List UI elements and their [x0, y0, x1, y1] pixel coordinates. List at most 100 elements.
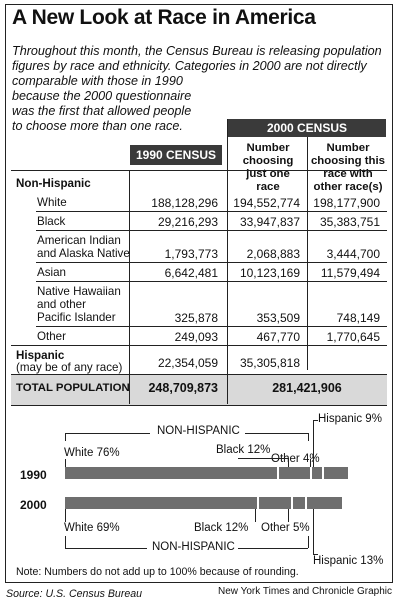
bar-segment-gap	[321, 467, 324, 479]
table-divider	[129, 374, 130, 404]
row-label-other: Other	[37, 330, 66, 343]
year-1990-label: 1990	[20, 468, 47, 482]
label-2000-white: White 69%	[64, 522, 120, 534]
label-leader-line	[255, 509, 256, 522]
bracket-line	[245, 433, 308, 434]
row-label-line: Native Hawaiian	[37, 285, 121, 298]
bar-segment-white	[65, 497, 259, 509]
cell-one-pacific-islander: 353,509	[256, 311, 300, 325]
row-label-hispanic: Hispanic	[16, 349, 65, 362]
bar-segment-gap	[304, 497, 307, 509]
total-2000: 281,421,906	[272, 381, 342, 395]
col-header-line: Number	[246, 142, 290, 154]
bracket-line	[238, 548, 308, 549]
cell-one-american-indian: 2,068,883	[246, 247, 300, 261]
census-2000-header: 2000 CENSUS	[228, 119, 386, 137]
row-rule	[36, 326, 387, 327]
intro-line: Throughout this month, the Census Bureau…	[12, 44, 382, 58]
col-header-one-race: Number choosing just one race	[230, 142, 306, 194]
row-label-pacific-islander: Native Hawaiian and other Pacific Island…	[37, 285, 121, 324]
bar-segment-white	[65, 467, 278, 479]
row-rule	[36, 211, 387, 212]
row-rule	[36, 230, 387, 231]
table-divider	[129, 170, 130, 398]
row-label-line: and other	[37, 298, 86, 311]
intro-line: figures by race and ethnicity. Categorie…	[12, 59, 367, 73]
cell-one-hispanic: 35,305,818	[239, 356, 300, 370]
cell-multi-white: 198,177,900	[313, 196, 380, 210]
intro-text: Throughout this month, the Census Bureau…	[12, 44, 382, 134]
year-2000-label: 2000	[20, 498, 47, 512]
col-header-line: other race(s)	[313, 181, 383, 193]
cell-multi-other: 1,770,645	[326, 330, 380, 344]
bracket-line	[65, 433, 150, 434]
bar-segment-hispanic	[322, 467, 348, 479]
col-header-line: race	[256, 181, 280, 193]
bar-segment-other	[311, 467, 323, 479]
cell-one-other: 467,770	[256, 330, 300, 344]
census-1990-header: 1990 CENSUS	[130, 145, 222, 165]
label-leader-line	[65, 459, 66, 467]
bracket-line	[308, 536, 309, 548]
label-leader-line	[288, 458, 289, 467]
rounding-note: Note: Numbers do not add up to 100% beca…	[16, 566, 299, 578]
row-label-line: and Alaska Native	[37, 247, 130, 260]
bar-segment-other	[291, 497, 306, 509]
cell-1990-pacific-islander: 325,878	[174, 311, 218, 325]
row-label-american-indian: American Indian and Alaska Native	[37, 234, 130, 260]
bar-segment-black	[258, 497, 292, 509]
cell-1990-american-indian: 1,793,773	[164, 247, 218, 261]
cell-1990-black: 29,216,293	[157, 215, 218, 229]
bar-segment-black	[277, 467, 312, 479]
label-leader-line	[65, 509, 66, 522]
col-header-line: choosing this	[310, 155, 386, 167]
label-1990-white: White 76%	[64, 447, 120, 459]
row-rule	[11, 345, 387, 346]
label-leader-line	[313, 509, 314, 554]
section-non-hispanic: Non-Hispanic	[16, 177, 91, 190]
cell-multi-pacific-islander: 748,149	[336, 311, 380, 325]
row-sublabel-hispanic: (may be of any race)	[16, 361, 123, 374]
graphic-frame	[5, 4, 393, 583]
cell-1990-hispanic: 22,354,059	[157, 356, 218, 370]
col-header-line: choosing	[242, 155, 294, 167]
label-leader-line	[288, 509, 289, 522]
bar-segment-gap	[257, 497, 260, 509]
row-label-asian: Asian	[37, 266, 67, 279]
col-header-line: just one	[246, 168, 290, 180]
cell-one-black: 33,947,837	[239, 215, 300, 229]
label-leader-line	[313, 420, 314, 467]
table-divider	[227, 374, 228, 404]
bar-segment-gap	[310, 467, 313, 479]
label-leader-line	[313, 420, 318, 421]
total-row	[11, 374, 387, 406]
data-table	[11, 170, 387, 399]
bracket-line	[65, 548, 147, 549]
label-leader-line	[310, 459, 311, 467]
row-label-line: Pacific Islander	[37, 311, 116, 324]
intro-line: comparable with those in 1990	[12, 74, 183, 88]
intro-line: because the 2000 questionnaire	[12, 89, 192, 103]
label-1990-other: Other 4%	[271, 453, 320, 465]
row-rule	[36, 262, 387, 263]
cell-multi-american-indian: 3,444,700	[326, 247, 380, 261]
graphic-title: A New Look at Race in America	[12, 6, 316, 29]
non-hispanic-label-bottom: NON-HISPANIC	[152, 541, 235, 553]
label-leader-line	[238, 458, 288, 459]
label-leader-line	[313, 554, 318, 555]
cell-multi-black: 35,383,751	[319, 215, 380, 229]
col-header-line: Number	[326, 142, 370, 154]
label-1990-black: Black 12%	[216, 444, 271, 456]
cell-1990-asian: 6,642,481	[164, 266, 218, 280]
bracket-line	[65, 536, 66, 548]
col-header-multi-race: Number choosing this race with other rac…	[308, 142, 388, 194]
total-1990: 248,709,873	[148, 381, 218, 395]
table-divider	[227, 119, 228, 398]
table-divider	[307, 137, 308, 370]
label-2000-black: Black 12%	[194, 522, 249, 534]
label-2000-hispanic: Hispanic 13%	[313, 555, 384, 567]
row-label-black: Black	[37, 215, 66, 228]
row-label-white: White	[37, 196, 67, 209]
bar-segment-hispanic	[305, 497, 343, 509]
bracket-line	[308, 433, 309, 441]
